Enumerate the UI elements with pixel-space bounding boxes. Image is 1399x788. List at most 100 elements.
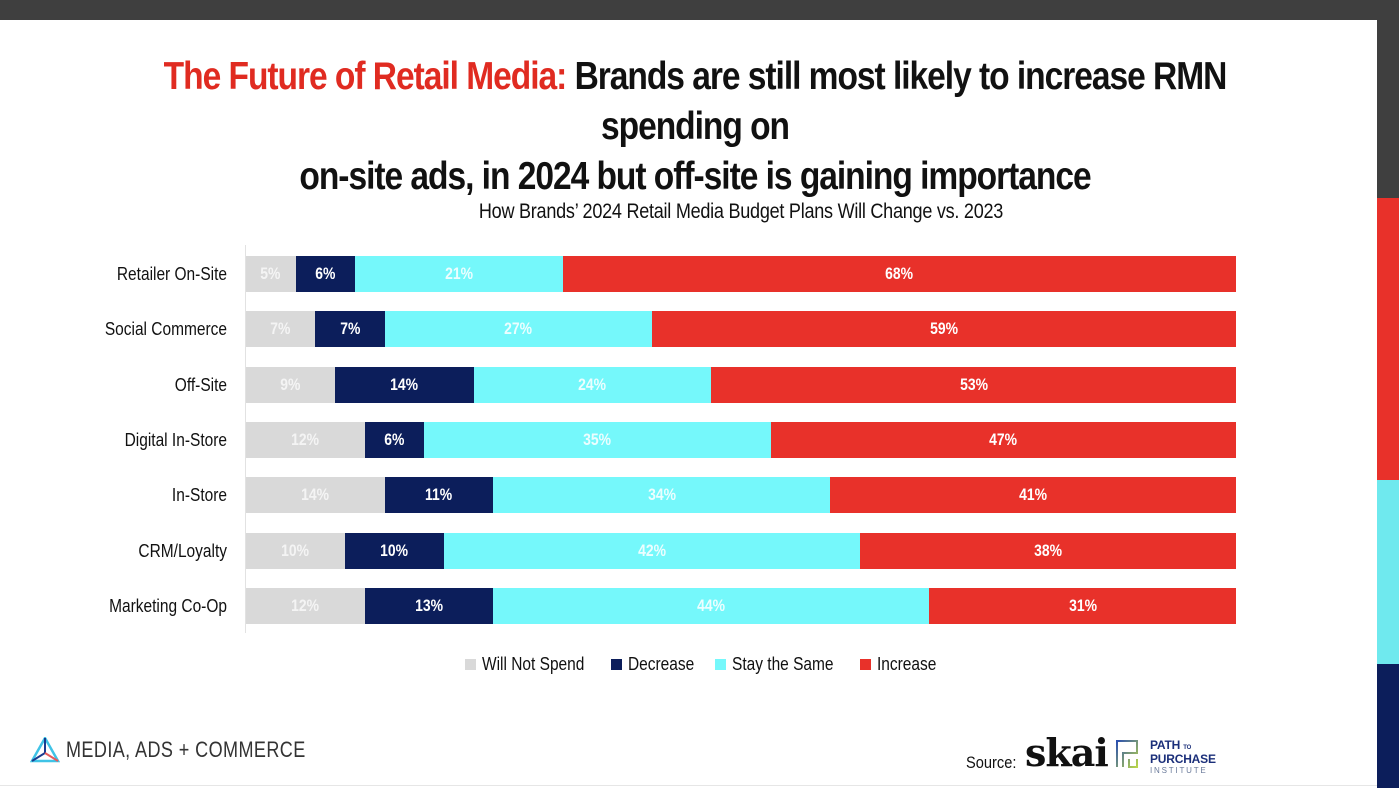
- data-label: 44%: [697, 595, 726, 615]
- bar-row-off-site: 9% 14% 24% 53%: [246, 366, 1236, 403]
- data-label: 34%: [647, 485, 676, 505]
- data-label: 12%: [291, 429, 320, 449]
- legend-label: Will Not Spend: [481, 654, 585, 674]
- data-label: 31%: [1068, 595, 1097, 615]
- headline-line-1-rest: Brands are still most likely to increase…: [566, 55, 1228, 148]
- legend-swatch: [714, 659, 726, 670]
- y-axis-line: [245, 245, 246, 633]
- p2p-to: TO: [1183, 745, 1192, 751]
- legend-swatch: [464, 659, 476, 670]
- bar-segment-will-not-spend: 14%: [246, 477, 385, 514]
- data-label: 41%: [1019, 485, 1047, 505]
- headline-line-2: on-site ads, in 2024 but off-site is gai…: [299, 155, 1091, 198]
- bar-row-social-commerce: 7% 7% 27% 59%: [246, 311, 1236, 348]
- data-label: 13%: [415, 595, 444, 615]
- legend-label: Increase: [877, 654, 937, 674]
- data-label: 42%: [637, 540, 666, 560]
- bar-segment-decrease: 6%: [295, 256, 355, 292]
- data-label: 10%: [281, 540, 310, 560]
- brand-name: MEDIA, ADS + COMMERCE: [66, 737, 306, 762]
- category-label-retailer-on-site: Retailer On-Site: [116, 264, 227, 284]
- bar-segment-decrease: 14%: [335, 366, 474, 403]
- legend-swatch: [860, 659, 872, 670]
- bar-segment-stay-the-same: 42%: [444, 532, 860, 569]
- data-label: 21%: [444, 264, 473, 283]
- data-label: 59%: [929, 319, 958, 339]
- data-label: 9%: [280, 374, 301, 394]
- category-label-marketing-co-op: Marketing Co-Op: [109, 595, 227, 616]
- edge-stripe-red: [1377, 198, 1399, 480]
- legend-label: Stay the Same: [731, 654, 834, 674]
- data-label: 14%: [390, 374, 419, 394]
- data-label: 7%: [270, 319, 291, 339]
- skai-logo: skai: [1025, 730, 1109, 775]
- bar-segment-increase: 31%: [929, 587, 1236, 624]
- category-label-digital-in-store: Digital In-Store: [124, 429, 227, 450]
- data-label: 24%: [578, 374, 607, 394]
- triangle-logo-icon: [30, 737, 60, 763]
- legend-item-decrease: Decrease: [610, 654, 695, 675]
- data-label: 10%: [380, 540, 409, 560]
- legend-item-stay-the-same: Stay the Same: [714, 654, 838, 675]
- bar-segment-will-not-spend: 7%: [246, 311, 316, 348]
- bar-segment-increase: 47%: [770, 421, 1236, 458]
- bar-segment-stay-the-same: 24%: [473, 366, 712, 403]
- chart-title: How Brands’ 2024 Retail Media Budget Pla…: [478, 200, 1004, 223]
- category-label-crm-loyalty: CRM/Loyalty: [138, 540, 227, 561]
- bar-segment-stay-the-same: 21%: [354, 256, 563, 292]
- brand-logo: MEDIA, ADS + COMMERCE: [30, 737, 358, 763]
- data-label: 5%: [260, 264, 281, 283]
- edge-stripe-navy: [1377, 664, 1399, 788]
- bottom-divider: [0, 785, 1377, 786]
- data-label: 11%: [425, 485, 453, 505]
- bar-row-retailer-on-site: 5% 6% 21% 68%: [246, 256, 1236, 292]
- bar-segment-decrease: 13%: [364, 587, 494, 624]
- data-label: 53%: [959, 374, 988, 394]
- bar-segment-increase: 68%: [562, 256, 1236, 292]
- bar-segment-decrease: 11%: [384, 477, 494, 514]
- legend-item-will-not-spend: Will Not Spend: [464, 654, 589, 675]
- data-label: 35%: [583, 429, 612, 449]
- category-label-social-commerce: Social Commerce: [104, 319, 227, 340]
- chart-legend: Will Not Spend Decrease Stay the Same Incre…: [0, 654, 1399, 675]
- source-label: Source:: [966, 753, 1017, 772]
- legend-swatch: [610, 659, 622, 670]
- bar-row-marketing-co-op: 12% 13% 44% 31%: [246, 587, 1236, 624]
- p2p-line-3: INSTITUTE: [1150, 766, 1208, 775]
- bar-segment-will-not-spend: 9%: [246, 366, 336, 403]
- bar-segment-stay-the-same: 27%: [384, 311, 652, 348]
- data-label: 27%: [504, 319, 533, 339]
- legend-item-increase: Increase: [860, 654, 937, 675]
- bar-segment-decrease: 6%: [364, 421, 425, 458]
- bar-segment-stay-the-same: 34%: [493, 477, 831, 514]
- bar-segment-decrease: 10%: [345, 532, 444, 569]
- data-label: 38%: [1033, 540, 1062, 560]
- top-bar: [0, 0, 1399, 20]
- bar-segment-increase: 41%: [830, 477, 1236, 514]
- edge-stripe-cyan: [1377, 480, 1399, 664]
- bar-row-digital-in-store: 12% 6% 35% 47%: [246, 421, 1236, 458]
- data-label: 14%: [301, 485, 330, 505]
- bar-segment-increase: 38%: [859, 532, 1236, 569]
- bar-segment-will-not-spend: 5%: [246, 256, 296, 292]
- bar-row-crm-loyalty: 10% 10% 42% 38%: [246, 532, 1236, 569]
- bar-segment-stay-the-same: 35%: [424, 421, 771, 458]
- page-headline: The Future of Retail Media: Brands are s…: [149, 52, 1241, 202]
- edge-stripe-dark: [1377, 20, 1399, 198]
- bar-segment-increase: 53%: [711, 366, 1236, 403]
- data-label: 47%: [989, 429, 1018, 449]
- data-label: 12%: [291, 595, 320, 615]
- bar-segment-stay-the-same: 44%: [493, 587, 930, 624]
- data-label: 6%: [384, 429, 405, 449]
- category-label-in-store: In-Store: [171, 485, 227, 506]
- legend-label: Decrease: [627, 654, 695, 674]
- data-label: 7%: [339, 319, 361, 339]
- category-label-off-site: Off-Site: [174, 374, 227, 395]
- bar-segment-decrease: 7%: [315, 311, 385, 348]
- p2p-line-2: PURCHASE: [1150, 752, 1216, 766]
- bar-segment-will-not-spend: 12%: [246, 587, 365, 624]
- path-to-purchase-logo: PATH TO PURCHASE INSTITUTE: [1150, 739, 1216, 776]
- bar-segment-will-not-spend: 10%: [246, 532, 345, 569]
- headline-accent: The Future of Retail Media:: [163, 55, 568, 98]
- headline-line-1: The Future of Retail Media: Brands are s…: [149, 52, 1241, 152]
